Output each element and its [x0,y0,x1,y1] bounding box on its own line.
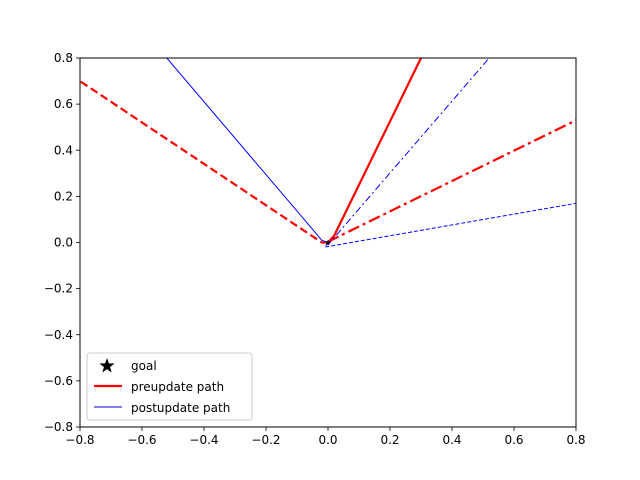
x-tick-label: 0.8 [566,433,585,447]
x-tick-label: −0.8 [65,433,94,447]
x-tick-label: −0.4 [189,433,218,447]
x-tick-label: −0.6 [127,433,156,447]
y-tick-label: 0.8 [54,51,73,65]
x-tick-label: 0.6 [504,433,523,447]
y-tick-label: −0.8 [44,420,73,434]
goal-star-marker [325,239,331,245]
y-tick-label: 0.2 [54,189,73,203]
y-tick-label: 0.4 [54,143,73,157]
y-tick-label: −0.6 [44,374,73,388]
x-tick-label: 0.2 [380,433,399,447]
y-tick-label: 0.0 [54,236,73,250]
y-tick-label: 0.6 [54,97,73,111]
legend-label-postupdate: postupdate path [131,401,230,415]
series-line-preupdate-path-dashed [80,80,328,244]
legend-goal-star-icon [99,358,115,373]
y-tick-label: −0.2 [44,282,73,296]
legend-label-goal: goal [131,359,157,373]
x-tick-label: 0.4 [442,433,461,447]
x-tick-label: −0.2 [251,433,280,447]
goal-layer [325,239,331,245]
x-tick-label: 0.0 [318,433,337,447]
y-tick-label: −0.4 [44,328,73,342]
y-axis: −0.8 −0.6 −0.4 −0.2 0.0 0.2 0.4 0.6 0.8 [44,51,80,434]
legend-box [86,352,253,421]
legend-label-preupdate: preupdate path [131,380,224,394]
legend: goal preupdate path postupdate path [86,352,253,421]
x-axis: −0.8 −0.6 −0.4 −0.2 0.0 0.2 0.4 0.6 0.8 [65,427,586,447]
